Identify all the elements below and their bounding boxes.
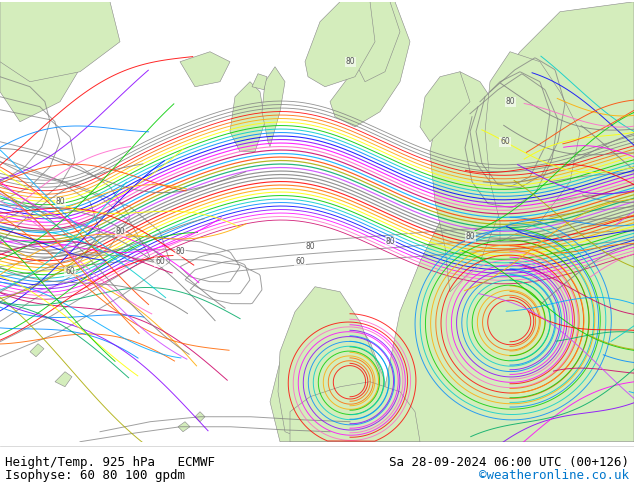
Polygon shape <box>355 2 400 82</box>
Polygon shape <box>178 422 190 432</box>
Polygon shape <box>270 292 385 441</box>
Text: 80: 80 <box>385 237 395 246</box>
Text: 80: 80 <box>175 247 185 256</box>
Text: 60: 60 <box>65 267 75 276</box>
Text: 60: 60 <box>295 257 305 266</box>
Polygon shape <box>252 74 267 90</box>
Text: 80: 80 <box>305 242 315 251</box>
Text: 60: 60 <box>500 137 510 146</box>
Polygon shape <box>262 67 285 147</box>
Text: 60: 60 <box>155 257 165 266</box>
Text: 80: 80 <box>115 227 125 236</box>
Polygon shape <box>0 2 120 82</box>
Polygon shape <box>380 2 634 441</box>
Polygon shape <box>0 2 90 122</box>
Polygon shape <box>485 52 580 242</box>
Polygon shape <box>180 52 230 87</box>
Text: Isophyse: 60 80 100 gpdm: Isophyse: 60 80 100 gpdm <box>5 468 185 482</box>
Text: Height/Temp. 925 hPa   ECMWF: Height/Temp. 925 hPa ECMWF <box>5 457 215 469</box>
Polygon shape <box>420 72 470 142</box>
Text: Sa 28-09-2024 06:00 UTC (00+126): Sa 28-09-2024 06:00 UTC (00+126) <box>389 457 629 469</box>
Polygon shape <box>290 382 420 441</box>
Text: ©weatheronline.co.uk: ©weatheronline.co.uk <box>479 468 629 482</box>
Polygon shape <box>430 72 510 292</box>
Text: 80: 80 <box>55 197 65 206</box>
Polygon shape <box>278 287 380 441</box>
Text: 80: 80 <box>465 232 475 241</box>
Text: 80: 80 <box>345 57 355 66</box>
Text: 80: 80 <box>505 97 515 106</box>
Polygon shape <box>305 2 375 87</box>
Polygon shape <box>330 2 410 127</box>
Polygon shape <box>55 372 72 387</box>
Polygon shape <box>30 343 44 357</box>
Polygon shape <box>195 412 205 422</box>
Polygon shape <box>230 82 265 152</box>
